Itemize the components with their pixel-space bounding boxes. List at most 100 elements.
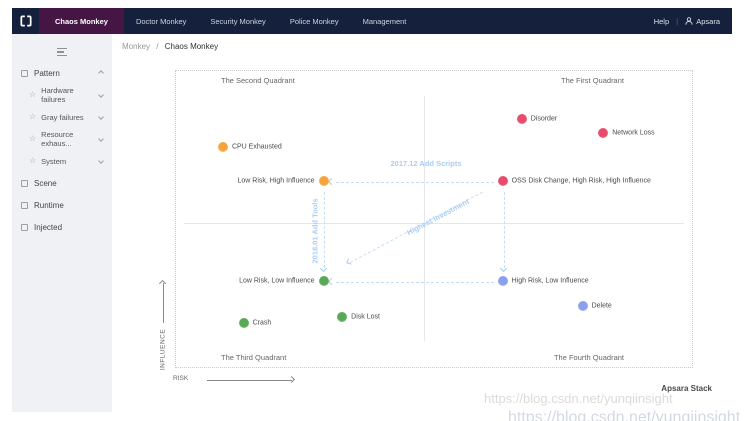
- point-dot: [577, 301, 588, 312]
- point-dot: [318, 176, 329, 187]
- sidebar-item-label: Pattern: [34, 68, 60, 78]
- apsara-stack-label: Apsara Stack: [661, 384, 712, 393]
- quadrant-title-third: The Third Quadrant: [221, 353, 287, 362]
- sidebar-item-label: Gray failures: [41, 112, 84, 122]
- sidebar-item-label: Runtime: [34, 200, 64, 210]
- navbar-right: Help | Apsara: [654, 17, 732, 26]
- quadrant-title-fourth: The Fourth Quadrant: [553, 353, 624, 362]
- watermark-url-clipped: https://blog.csdn.net/yunqiinsight: [508, 409, 741, 421]
- sidebar-item-injected[interactable]: Injected: [12, 216, 112, 238]
- quadrant-title-second: The Second Quadrant: [221, 76, 295, 85]
- influence-axis-label: INFLUENCE: [159, 328, 167, 371]
- user-menu[interactable]: Apsara: [685, 17, 720, 26]
- scatter-point-high-risk-low-influence[interactable]: High Risk, Low Influence: [497, 275, 589, 286]
- arrowhead-diagonal-icon: [346, 258, 353, 265]
- brand-logo[interactable]: [12, 8, 39, 34]
- point-label: OSS Disk Change, High Risk, High Influen…: [511, 177, 651, 185]
- sidebar-item-label: Injected: [34, 222, 63, 232]
- quadrant-title-first: The First Quadrant: [561, 76, 624, 85]
- breadcrumb-current: Chaos Monkey: [164, 42, 219, 51]
- bracket-logo-icon: [19, 15, 32, 27]
- sidebar: Pattern ☆ Hardware failures ☆ Gray failu…: [12, 34, 112, 412]
- chevron-down-icon: [98, 158, 104, 164]
- user-name: Apsara: [696, 16, 720, 26]
- arrowhead-down-icon: [499, 264, 508, 273]
- point-label: Disorder: [530, 115, 558, 123]
- point-label: Network Loss: [612, 129, 655, 137]
- scatter-point-delete[interactable]: Delete: [577, 301, 612, 312]
- sidebar-item-scene[interactable]: Scene: [12, 172, 112, 194]
- point-dot: [598, 127, 609, 138]
- influence-axis-arrowhead-icon: [158, 279, 167, 288]
- tab-security-monkey[interactable]: Security Monkey: [210, 16, 266, 26]
- top-navbar: Chaos Monkey Doctor Monkey Security Monk…: [12, 8, 732, 34]
- star-icon: ☆: [29, 134, 37, 143]
- scatter-point-network-loss[interactable]: Network Loss: [598, 127, 655, 138]
- arrowhead-left-icon: [327, 177, 336, 186]
- point-dot: [238, 318, 249, 329]
- chevron-down-icon: [98, 114, 104, 120]
- sidebar-item-pattern[interactable]: Pattern: [12, 62, 112, 84]
- square-icon: [21, 69, 28, 77]
- sidebar-item-resource-exhaustion[interactable]: ☆ Resource exhaus...: [12, 128, 112, 150]
- quadrant-chart: The Second Quadrant The First Quadrant T…: [175, 70, 693, 368]
- annotation-add-scripts: 2017.12 Add Scripts: [390, 159, 462, 168]
- arrowhead-down-icon: [319, 264, 328, 273]
- collapse-sidebar-button[interactable]: [12, 42, 112, 62]
- sidebar-item-runtime[interactable]: Runtime: [12, 194, 112, 216]
- scatter-point-low-risk-low-influence[interactable]: Low Risk, Low Influence: [239, 275, 329, 286]
- breadcrumb-separator: /: [156, 42, 159, 51]
- point-label: Disk Lost: [351, 313, 380, 321]
- tab-doctor-monkey[interactable]: Doctor Monkey: [135, 16, 187, 26]
- scatter-point-low-risk-high-influence[interactable]: Low Risk, High Influence: [238, 176, 329, 187]
- influence-axis-line: [163, 283, 164, 323]
- point-dot: [217, 142, 228, 153]
- watermark-url: https://blog.csdn.net/yunqiinsight: [484, 391, 673, 406]
- help-link[interactable]: Help: [653, 16, 670, 26]
- star-icon: ☆: [29, 112, 37, 121]
- collapse-sidebar-icon: [57, 47, 67, 57]
- tab-management[interactable]: Management: [362, 16, 407, 26]
- quadrant-divider-horizontal: [184, 223, 684, 224]
- sidebar-item-hardware-failures[interactable]: ☆ Hardware failures: [12, 84, 112, 106]
- point-label: Crash: [252, 319, 272, 327]
- square-icon: [21, 223, 28, 231]
- sidebar-item-gray-failures[interactable]: ☆ Gray failures: [12, 106, 112, 128]
- scatter-point-cpu-exhausted[interactable]: CPU Exhausted: [217, 142, 282, 153]
- main-content: Monkey / Chaos Monkey The Second Quadran…: [112, 34, 732, 412]
- point-label: High Risk, Low Influence: [511, 277, 589, 285]
- user-icon: [685, 17, 693, 25]
- chevron-down-icon: [98, 92, 104, 98]
- sidebar-item-system[interactable]: ☆ System: [12, 150, 112, 172]
- app-frame: Chaos Monkey Doctor Monkey Security Monk…: [12, 8, 732, 412]
- point-dot: [337, 312, 348, 323]
- breadcrumb: Monkey / Chaos Monkey: [122, 42, 218, 51]
- point-dot: [497, 275, 508, 286]
- risk-axis-arrowhead-icon: [287, 375, 296, 384]
- point-label: CPU Exhausted: [231, 143, 282, 151]
- tab-chaos-monkey[interactable]: Chaos Monkey: [39, 8, 124, 34]
- chevron-down-icon: [98, 136, 104, 142]
- arrowhead-left-icon: [327, 277, 336, 286]
- scatter-point-disk-lost[interactable]: Disk Lost: [337, 312, 380, 323]
- arrow-high-to-low-influence: [336, 282, 494, 283]
- scatter-point-disorder[interactable]: Disorder: [516, 113, 557, 124]
- sidebar-item-label: Scene: [34, 178, 57, 188]
- star-icon: ☆: [29, 156, 37, 165]
- quadrant-divider-vertical: [424, 96, 425, 341]
- annotation-add-tools: 2018.01 Add Tools: [310, 198, 320, 264]
- point-dot: [318, 275, 329, 286]
- point-label: Low Risk, Low Influence: [239, 277, 315, 285]
- risk-axis-label: RISK: [173, 375, 189, 382]
- scatter-point-crash[interactable]: Crash: [238, 318, 271, 329]
- breadcrumb-parent[interactable]: Monkey: [122, 42, 151, 51]
- arrow-oss-down: [504, 192, 505, 268]
- sidebar-item-label: Resource exhaus...: [41, 130, 74, 148]
- point-label: Low Risk, High Influence: [237, 177, 315, 185]
- sidebar-item-label: System: [41, 156, 67, 166]
- scatter-point-oss-disk-change[interactable]: OSS Disk Change, High Risk, High Influen…: [497, 176, 651, 187]
- chevron-up-icon: [98, 70, 104, 76]
- annotation-highest-investment: Highest Investment: [405, 196, 471, 238]
- navbar-divider: |: [676, 16, 679, 26]
- tab-police-monkey[interactable]: Police Monkey: [289, 16, 339, 26]
